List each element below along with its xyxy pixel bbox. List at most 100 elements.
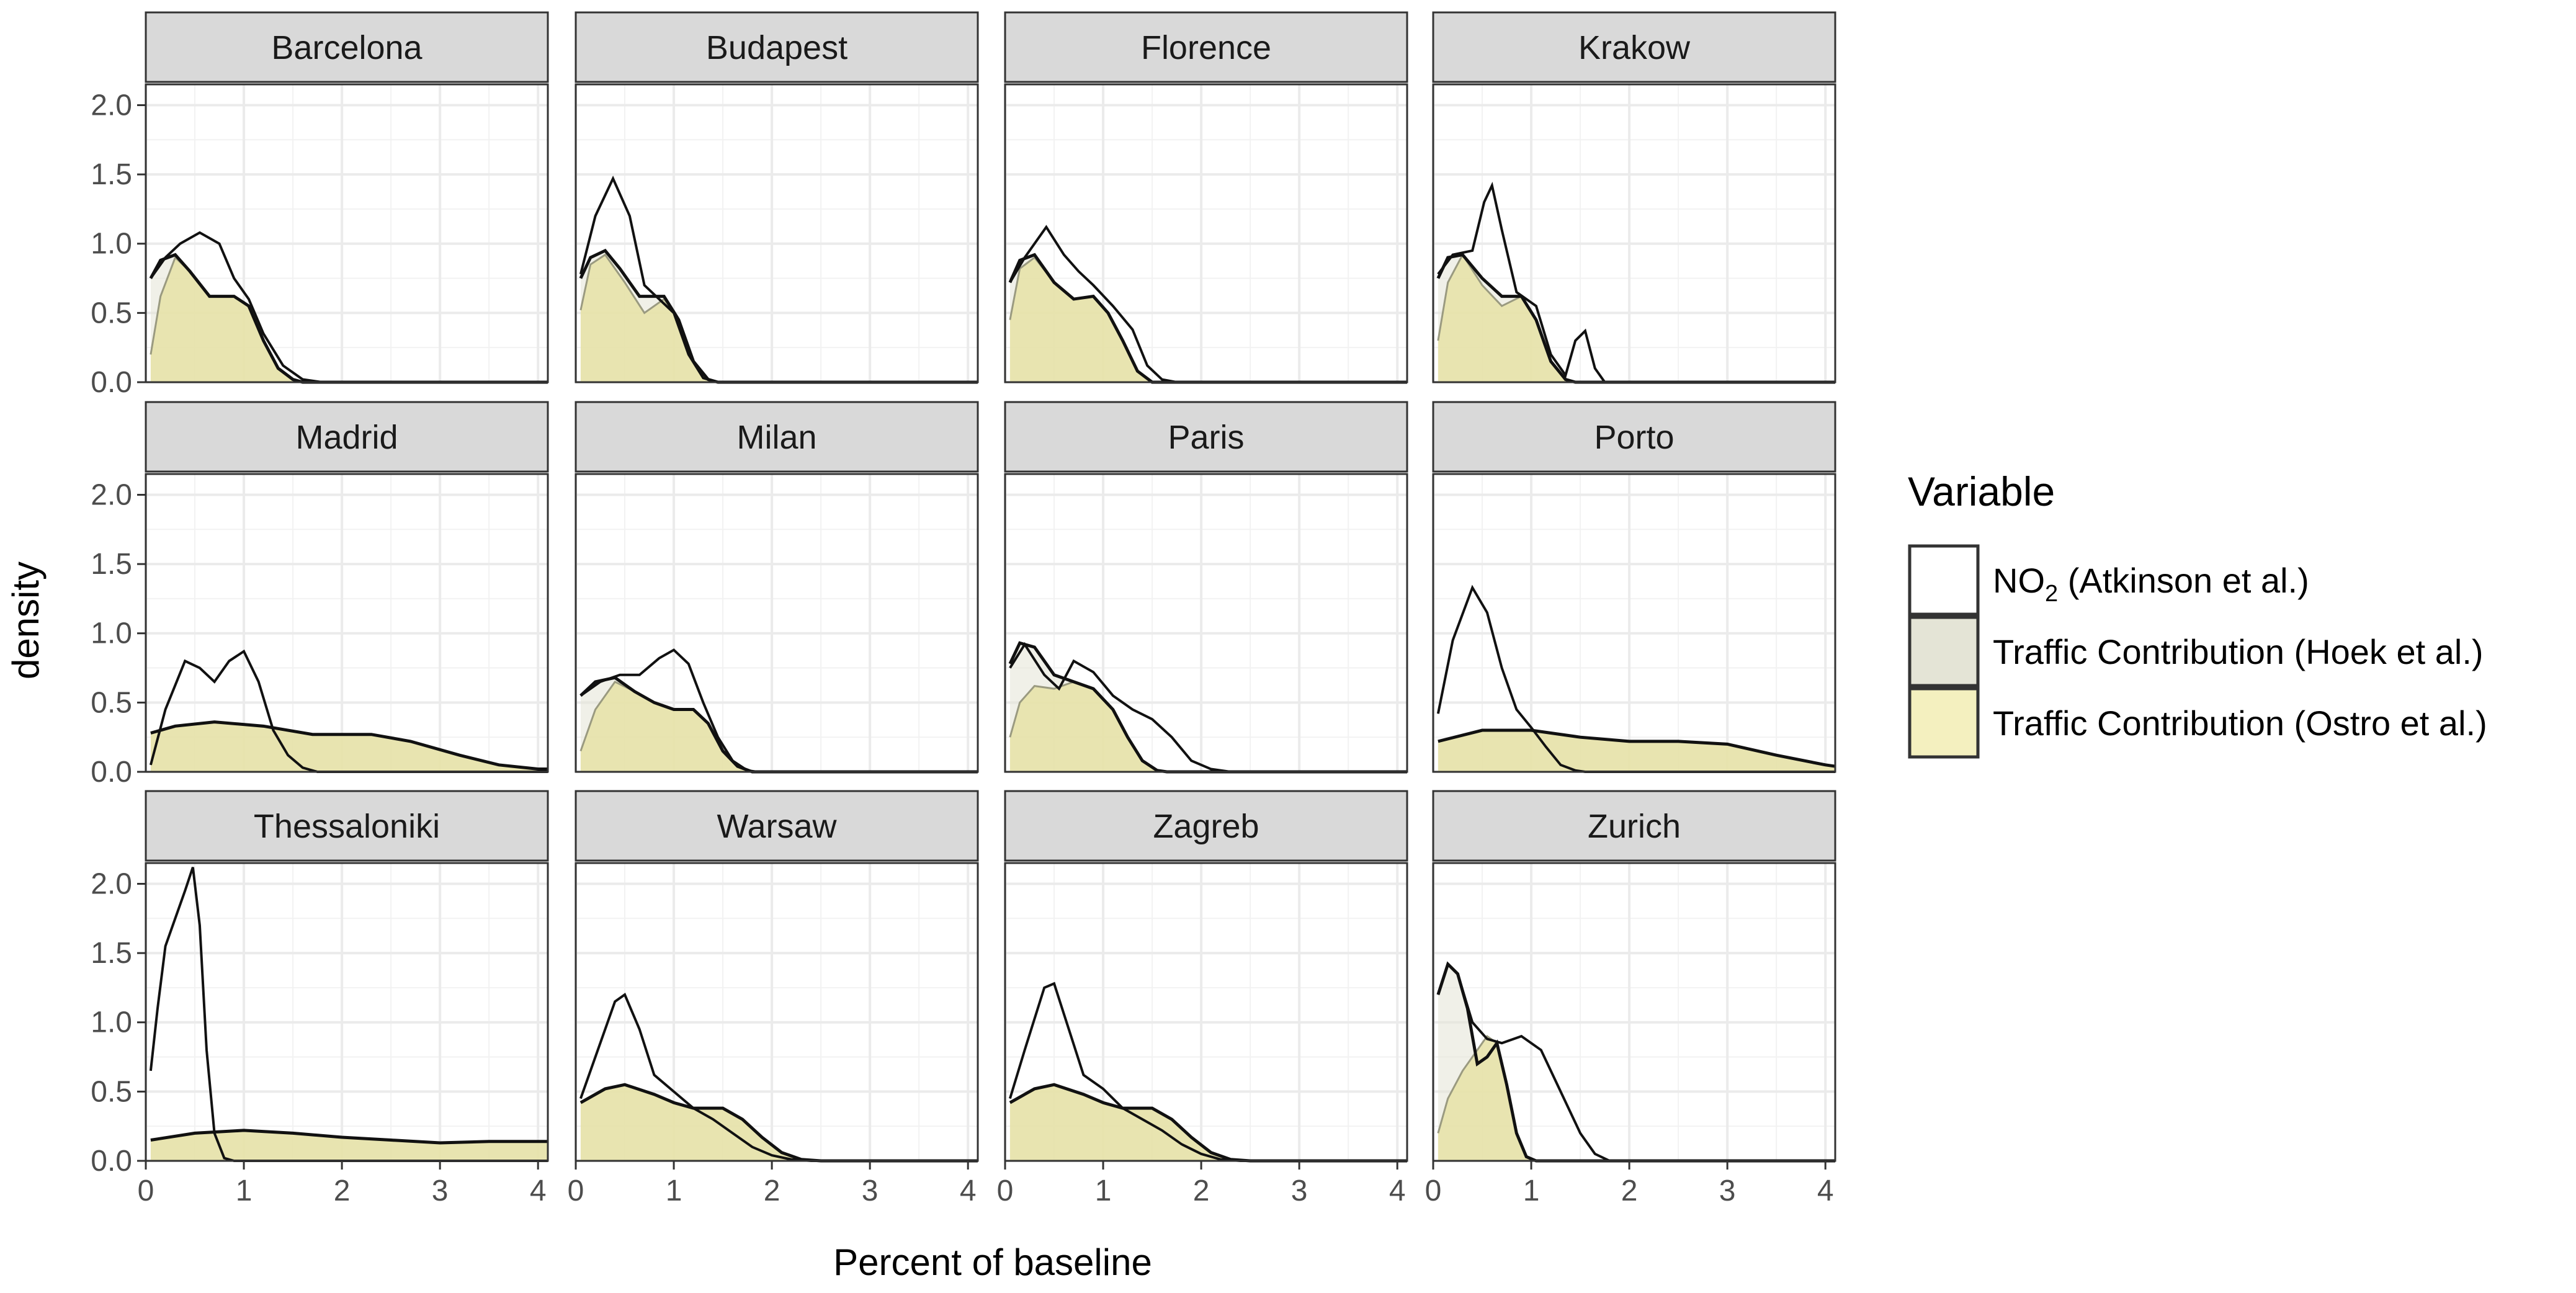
panel-border — [575, 862, 979, 1162]
x-tick-label: 2 — [1621, 1174, 1638, 1207]
density-area-ostro — [1438, 1036, 1835, 1161]
legend-no2-suffix: (Atkinson et al.) — [2058, 561, 2309, 600]
panel-border — [1004, 473, 1408, 773]
facet-strip-label: Porto — [1594, 419, 1674, 456]
density-area-ostro — [580, 1085, 978, 1161]
facet-strip-label: Krakow — [1578, 29, 1691, 66]
y-tick-label: 2.0 — [91, 478, 132, 511]
panel-border — [145, 83, 549, 383]
density-line-no2 — [150, 231, 548, 383]
panel-border — [1004, 83, 1408, 383]
facet-panel-florence: Florence — [1004, 11, 1408, 384]
legend-label-hoek: Traffic Contribution (Hoek et al.) — [1993, 632, 2484, 671]
panel-border — [145, 862, 549, 1162]
facet-strip-label: Madrid — [295, 419, 398, 456]
panel-grid — [1004, 84, 1407, 383]
legend: Variable NO2 (Atkinson et al.) Traffic C… — [1908, 468, 2487, 759]
y-tick-label: 2.0 — [91, 89, 132, 122]
density-area-ostro — [150, 257, 548, 382]
x-tick-label: 0 — [1425, 1174, 1442, 1207]
y-tick-label: 1.0 — [91, 1006, 132, 1039]
facet-grid: Barcelona 0.0 0.5 1.0 1.5 2.0 Budapest Florence… — [91, 11, 1836, 1207]
facet-strip-label: Zurich — [1588, 808, 1681, 845]
facet-panel-budapest: Budapest — [575, 11, 979, 384]
density-line-hoek — [150, 1129, 548, 1145]
x-tick-label: 4 — [1817, 1174, 1834, 1207]
facet-strip — [145, 401, 549, 473]
x-tick-label: 0 — [997, 1174, 1014, 1207]
facet-strip — [1004, 790, 1408, 862]
density-line-no2 — [149, 649, 548, 773]
density-line-no2 — [1436, 584, 1835, 773]
facet-strip — [575, 401, 979, 473]
density-area-ostro — [580, 254, 978, 382]
x-tick-label: 3 — [1719, 1174, 1736, 1207]
density-area-ostro — [150, 722, 548, 772]
facet-panel-zagreb: Zagreb 0 1 2 3 4 — [997, 790, 1408, 1207]
panel-border — [1004, 862, 1408, 1162]
facet-panel-zurich: Zurich 0 1 2 3 4 — [1425, 790, 1836, 1207]
facet-strip-label: Milan — [736, 419, 816, 456]
facet-panel-barcelona: Barcelona 0.0 0.5 1.0 1.5 2.0 — [91, 11, 549, 399]
legend-key-ostro — [1908, 687, 1980, 759]
density-area-ostro — [1009, 1085, 1407, 1161]
y-tick-label: 0.5 — [91, 297, 132, 329]
density-area-ostro — [580, 681, 978, 772]
facet-panel-madrid: Madrid 0.0 0.5 1.0 1.5 2.0 — [91, 401, 549, 789]
facet-panel-warsaw: Warsaw 0 1 2 3 4 — [568, 790, 979, 1207]
facet-strip-label: Florence — [1141, 29, 1271, 66]
density-area-ostro — [1009, 257, 1407, 382]
density-line-no2 — [1009, 642, 1407, 773]
legend-no2-prefix: NO — [1993, 561, 2045, 600]
legend-no2-subscript: 2 — [2045, 581, 2058, 607]
panel-border — [1432, 473, 1836, 773]
legend-key-no2 — [1908, 544, 1980, 616]
panel-grid — [575, 863, 978, 1162]
y-tick-label: 0.0 — [91, 366, 132, 399]
density-line-hoek — [1008, 641, 1407, 774]
density-line-no2 — [579, 993, 978, 1162]
y-tick-label: 0.5 — [91, 686, 132, 719]
facet-strip-label: Warsaw — [717, 808, 837, 845]
density-line-no2 — [579, 176, 978, 383]
facet-panel-krakow: Krakow — [1432, 11, 1836, 384]
y-tick-label: 1.5 — [91, 937, 132, 970]
x-tick-label: 0 — [138, 1174, 154, 1207]
density-line-no2 — [1436, 962, 1835, 1162]
y-tick-label: 1.0 — [91, 228, 132, 261]
facet-strip — [575, 790, 979, 862]
x-axis-title: Percent of baseline — [833, 1242, 1152, 1283]
density-line-no2 — [1437, 181, 1835, 383]
facet-strip — [1432, 11, 1836, 83]
axis-titles: Percent of baseline density — [5, 561, 1152, 1283]
facet-panel-thessaloniki: Thessaloniki 0.0 0.5 1.0 1.5 2.0 0 1 2 3 4 — [91, 790, 549, 1207]
x-tick-label: 4 — [960, 1174, 977, 1207]
x-tick-label: 2 — [764, 1174, 780, 1207]
y-tick-label: 0.5 — [91, 1075, 132, 1108]
density-line-hoek — [150, 720, 548, 771]
panel-grid — [145, 863, 548, 1162]
x-tick-label: 2 — [334, 1174, 351, 1207]
facet-strip — [145, 11, 549, 83]
y-axis-title: density — [5, 561, 47, 679]
facet-strip-label: Barcelona — [271, 29, 423, 66]
density-line-hoek — [149, 253, 548, 384]
density-line-no2 — [1009, 225, 1407, 383]
x-tick-label: 1 — [1523, 1174, 1540, 1207]
facet-strip — [575, 11, 979, 83]
panel-border — [145, 473, 549, 773]
x-tick-label: 1 — [1095, 1174, 1112, 1207]
panel-border — [575, 473, 979, 773]
facet-strip — [145, 790, 549, 862]
x-tick-label: 0 — [568, 1174, 584, 1207]
density-line-no2 — [1008, 982, 1407, 1162]
x-tick-label: 4 — [1389, 1174, 1406, 1207]
panel-border — [575, 83, 979, 383]
panel-grid — [1004, 863, 1407, 1162]
facet-strip — [1004, 401, 1408, 473]
density-area-ostro — [1438, 254, 1835, 382]
facet-strip — [1432, 401, 1836, 473]
y-tick-label: 1.5 — [91, 548, 132, 581]
density-area-ostro — [1009, 681, 1407, 772]
density-line-no2 — [579, 648, 978, 773]
